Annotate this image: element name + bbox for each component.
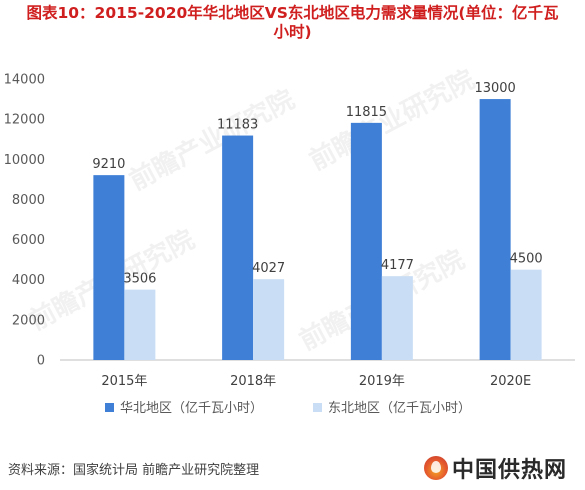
x-tick-label: 2019年 (359, 374, 405, 389)
data-label: 4027 (252, 261, 285, 276)
source-label: 资料来源： (8, 463, 74, 478)
x-tick-label: 2015年 (101, 374, 147, 389)
bar-1-4 (479, 99, 511, 361)
legend-swatch-2 (313, 403, 322, 412)
legend-swatch-1 (105, 403, 114, 412)
data-label: 13000 (474, 81, 515, 96)
y-tick-label: 0 (37, 354, 45, 369)
y-tick-label: 10000 (4, 153, 45, 168)
y-tick-label: 8000 (12, 193, 45, 208)
data-label: 3506 (123, 272, 156, 287)
bar-2-3 (381, 276, 413, 360)
value-labels: 9210 3506 11183 4027 11815 4177 13000 4500 (92, 81, 542, 287)
data-label: 4177 (381, 258, 414, 273)
x-tick-label: 2020E (490, 374, 531, 389)
chart-title-line-2: 小时) (273, 23, 312, 41)
y-tick-label: 6000 (12, 233, 45, 248)
bar-1-3 (350, 122, 382, 360)
bar-1-2 (222, 135, 254, 360)
legend-label-2: 东北地区（亿千瓦小时） (328, 401, 471, 416)
bar-2-4 (510, 269, 542, 360)
site-logo-text: 中国供热网 (452, 458, 568, 483)
flame-icon (424, 456, 448, 480)
site-logo: 中国供热网 (424, 452, 567, 484)
x-axis: 2015年 2018年 2019年 2020E (60, 359, 575, 389)
source-text: 国家统计局 前瞻产业研究院整理 (73, 463, 260, 478)
data-label: 9210 (92, 157, 125, 172)
y-tick-label: 2000 (12, 313, 45, 328)
data-label: 11183 (217, 118, 258, 133)
y-tick-label: 14000 (4, 73, 45, 88)
source-note: 资料来源：国家统计局 前瞻产业研究院整理 (8, 459, 259, 478)
bar-1-1 (93, 175, 125, 360)
data-label: 11815 (346, 105, 387, 120)
bars (93, 99, 542, 361)
y-axis: 0 2000 4000 6000 8000 10000 12000 14000 (4, 73, 45, 369)
chart-title: 图表10：2015-2020年华北地区VS东北地区电力需求量情况(单位：亿千瓦 … (0, 4, 585, 42)
x-tick-label: 2018年 (230, 374, 276, 389)
bar-2-1 (124, 289, 156, 360)
bar-2-2 (253, 279, 285, 360)
chart-title-line-1: 图表10：2015-2020年华北地区VS东北地区电力需求量情况(单位：亿千瓦 (26, 4, 559, 22)
legend: 华北地区（亿千瓦小时） 东北地区（亿千瓦小时） (105, 401, 471, 416)
y-tick-label: 12000 (4, 113, 45, 128)
y-tick-label: 4000 (12, 273, 45, 288)
data-label: 4500 (510, 252, 543, 267)
legend-label-1: 华北地区（亿千瓦小时） (120, 401, 263, 416)
